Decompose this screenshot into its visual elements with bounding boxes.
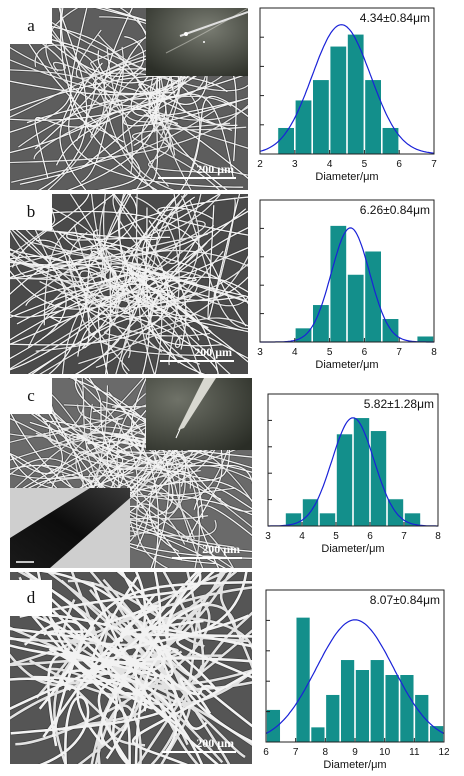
x-axis-label: Diameter/μm xyxy=(323,759,386,771)
histogram-bar xyxy=(414,694,429,743)
histogram-bar xyxy=(295,617,311,743)
gaussian-fit-line xyxy=(265,619,445,735)
histogram-bar xyxy=(370,430,387,527)
panel-label-c: c xyxy=(10,378,52,414)
histogram-bar xyxy=(319,512,336,527)
photo-inset-c xyxy=(146,378,252,450)
panel-label-d: d xyxy=(10,580,52,616)
mean-sd-annotation: 8.07±0.84μm xyxy=(370,593,440,607)
histogram-bar xyxy=(382,318,400,343)
histogram-bar xyxy=(355,669,370,743)
scale-bar-d: 200 μm xyxy=(162,736,236,753)
scale-bar-c: 200 μm xyxy=(172,542,242,559)
sem-image-d xyxy=(10,572,252,764)
panel-label-b: b xyxy=(10,194,52,230)
x-tick-label: 4 xyxy=(299,531,305,542)
panel-label-a: a xyxy=(10,8,52,44)
x-tick-label: 4 xyxy=(292,347,298,358)
histogram-b: 3 4 5 6 7 8 6.26±0.84μm Diameter/μm xyxy=(257,199,437,371)
x-tick-label: 3 xyxy=(257,347,263,358)
tem-inset-c xyxy=(10,488,130,568)
histogram-bar xyxy=(310,726,326,743)
panel-d: d 200 μm 6 7 8 9 10 11 12 8.07±0.84μm Diameter/μ… xyxy=(0,572,464,771)
plot-frame xyxy=(259,199,435,343)
x-tick-label: 7 xyxy=(396,347,402,358)
plot-frame xyxy=(267,393,439,527)
x-tick-label: 2 xyxy=(257,159,263,170)
x-tick-label: 5 xyxy=(327,347,333,358)
x-tick-label: 11 xyxy=(409,747,420,758)
x-tick-label: 9 xyxy=(352,747,358,758)
mean-sd-annotation: 4.34±0.84μm xyxy=(360,11,430,25)
histogram-bar xyxy=(429,725,444,743)
x-tick-label: 3 xyxy=(292,159,298,170)
photo-inset-a xyxy=(146,8,248,76)
x-tick-label: 6 xyxy=(263,747,269,758)
x-tick-label: 7 xyxy=(401,531,407,542)
histogram-c: 3 4 5 6 7 8 5.82±1.28μm Diameter/μm xyxy=(265,393,441,555)
histogram-bar xyxy=(347,274,365,343)
x-tick-label: 6 xyxy=(396,159,402,170)
plot-frame xyxy=(259,7,435,155)
x-axis-label: Diameter/μm xyxy=(315,171,378,183)
x-tick-label: 5 xyxy=(333,531,339,542)
histogram-bar xyxy=(370,659,385,743)
x-tick-label: 7 xyxy=(293,747,299,758)
gaussian-fit-line xyxy=(268,417,438,527)
x-axis-label: Diameter/μm xyxy=(321,543,384,555)
fiber-mesh-d xyxy=(10,572,252,764)
histogram-bar xyxy=(336,433,353,527)
x-tick-label: 3 xyxy=(265,531,271,542)
x-tick-label: 8 xyxy=(431,347,437,358)
x-tick-label: 4 xyxy=(327,159,333,170)
panel-b: b 200 μm 3 4 5 6 7 8 6.26±0.84μm Diameter/μm xyxy=(0,192,464,374)
x-tick-label: 6 xyxy=(367,531,373,542)
x-tick-label: 10 xyxy=(379,747,391,758)
gaussian-fit-line xyxy=(259,24,435,154)
x-tick-label: 8 xyxy=(435,531,441,542)
histogram-bar xyxy=(416,335,434,343)
mean-sd-annotation: 5.82±1.28μm xyxy=(364,397,434,411)
panel-a: a 200 μm 2 3 4 5 6 7 4.34±0.84μm Diameter/μm xyxy=(0,0,464,190)
x-tick-label: 12 xyxy=(438,747,450,758)
histogram-bar xyxy=(353,417,370,527)
histogram-a: 2 3 4 5 6 7 4.34±0.84μm Diameter/μm xyxy=(257,7,437,183)
histogram-bar xyxy=(325,694,340,743)
histogram-bar xyxy=(340,659,355,743)
histogram-bar xyxy=(312,79,330,155)
x-tick-label: 5 xyxy=(362,159,368,170)
x-tick-label: 8 xyxy=(323,747,329,758)
histogram-bar xyxy=(329,225,347,343)
x-axis-label: Diameter/μm xyxy=(315,359,378,371)
gaussian-fit-line xyxy=(260,227,434,343)
histogram-bar xyxy=(384,674,400,743)
mean-sd-annotation: 6.26±0.84μm xyxy=(360,203,430,217)
histogram-d: 6 7 8 9 10 11 12 8.07±0.84μm Diameter/μm xyxy=(263,589,450,771)
histogram-bar xyxy=(312,304,330,343)
scale-bar-a: 200 μm xyxy=(158,162,236,179)
x-tick-label: 6 xyxy=(362,347,368,358)
histogram-bar xyxy=(329,45,347,155)
histogram-bar xyxy=(294,99,312,155)
panel-c: c 200 μm 3 4 5 6 7 8 5.82±1.28μm Diameter/μm xyxy=(0,378,464,568)
x-tick-label: 7 xyxy=(431,159,437,170)
histogram-bar xyxy=(364,79,382,155)
scale-bar-b: 200 μm xyxy=(160,345,234,362)
